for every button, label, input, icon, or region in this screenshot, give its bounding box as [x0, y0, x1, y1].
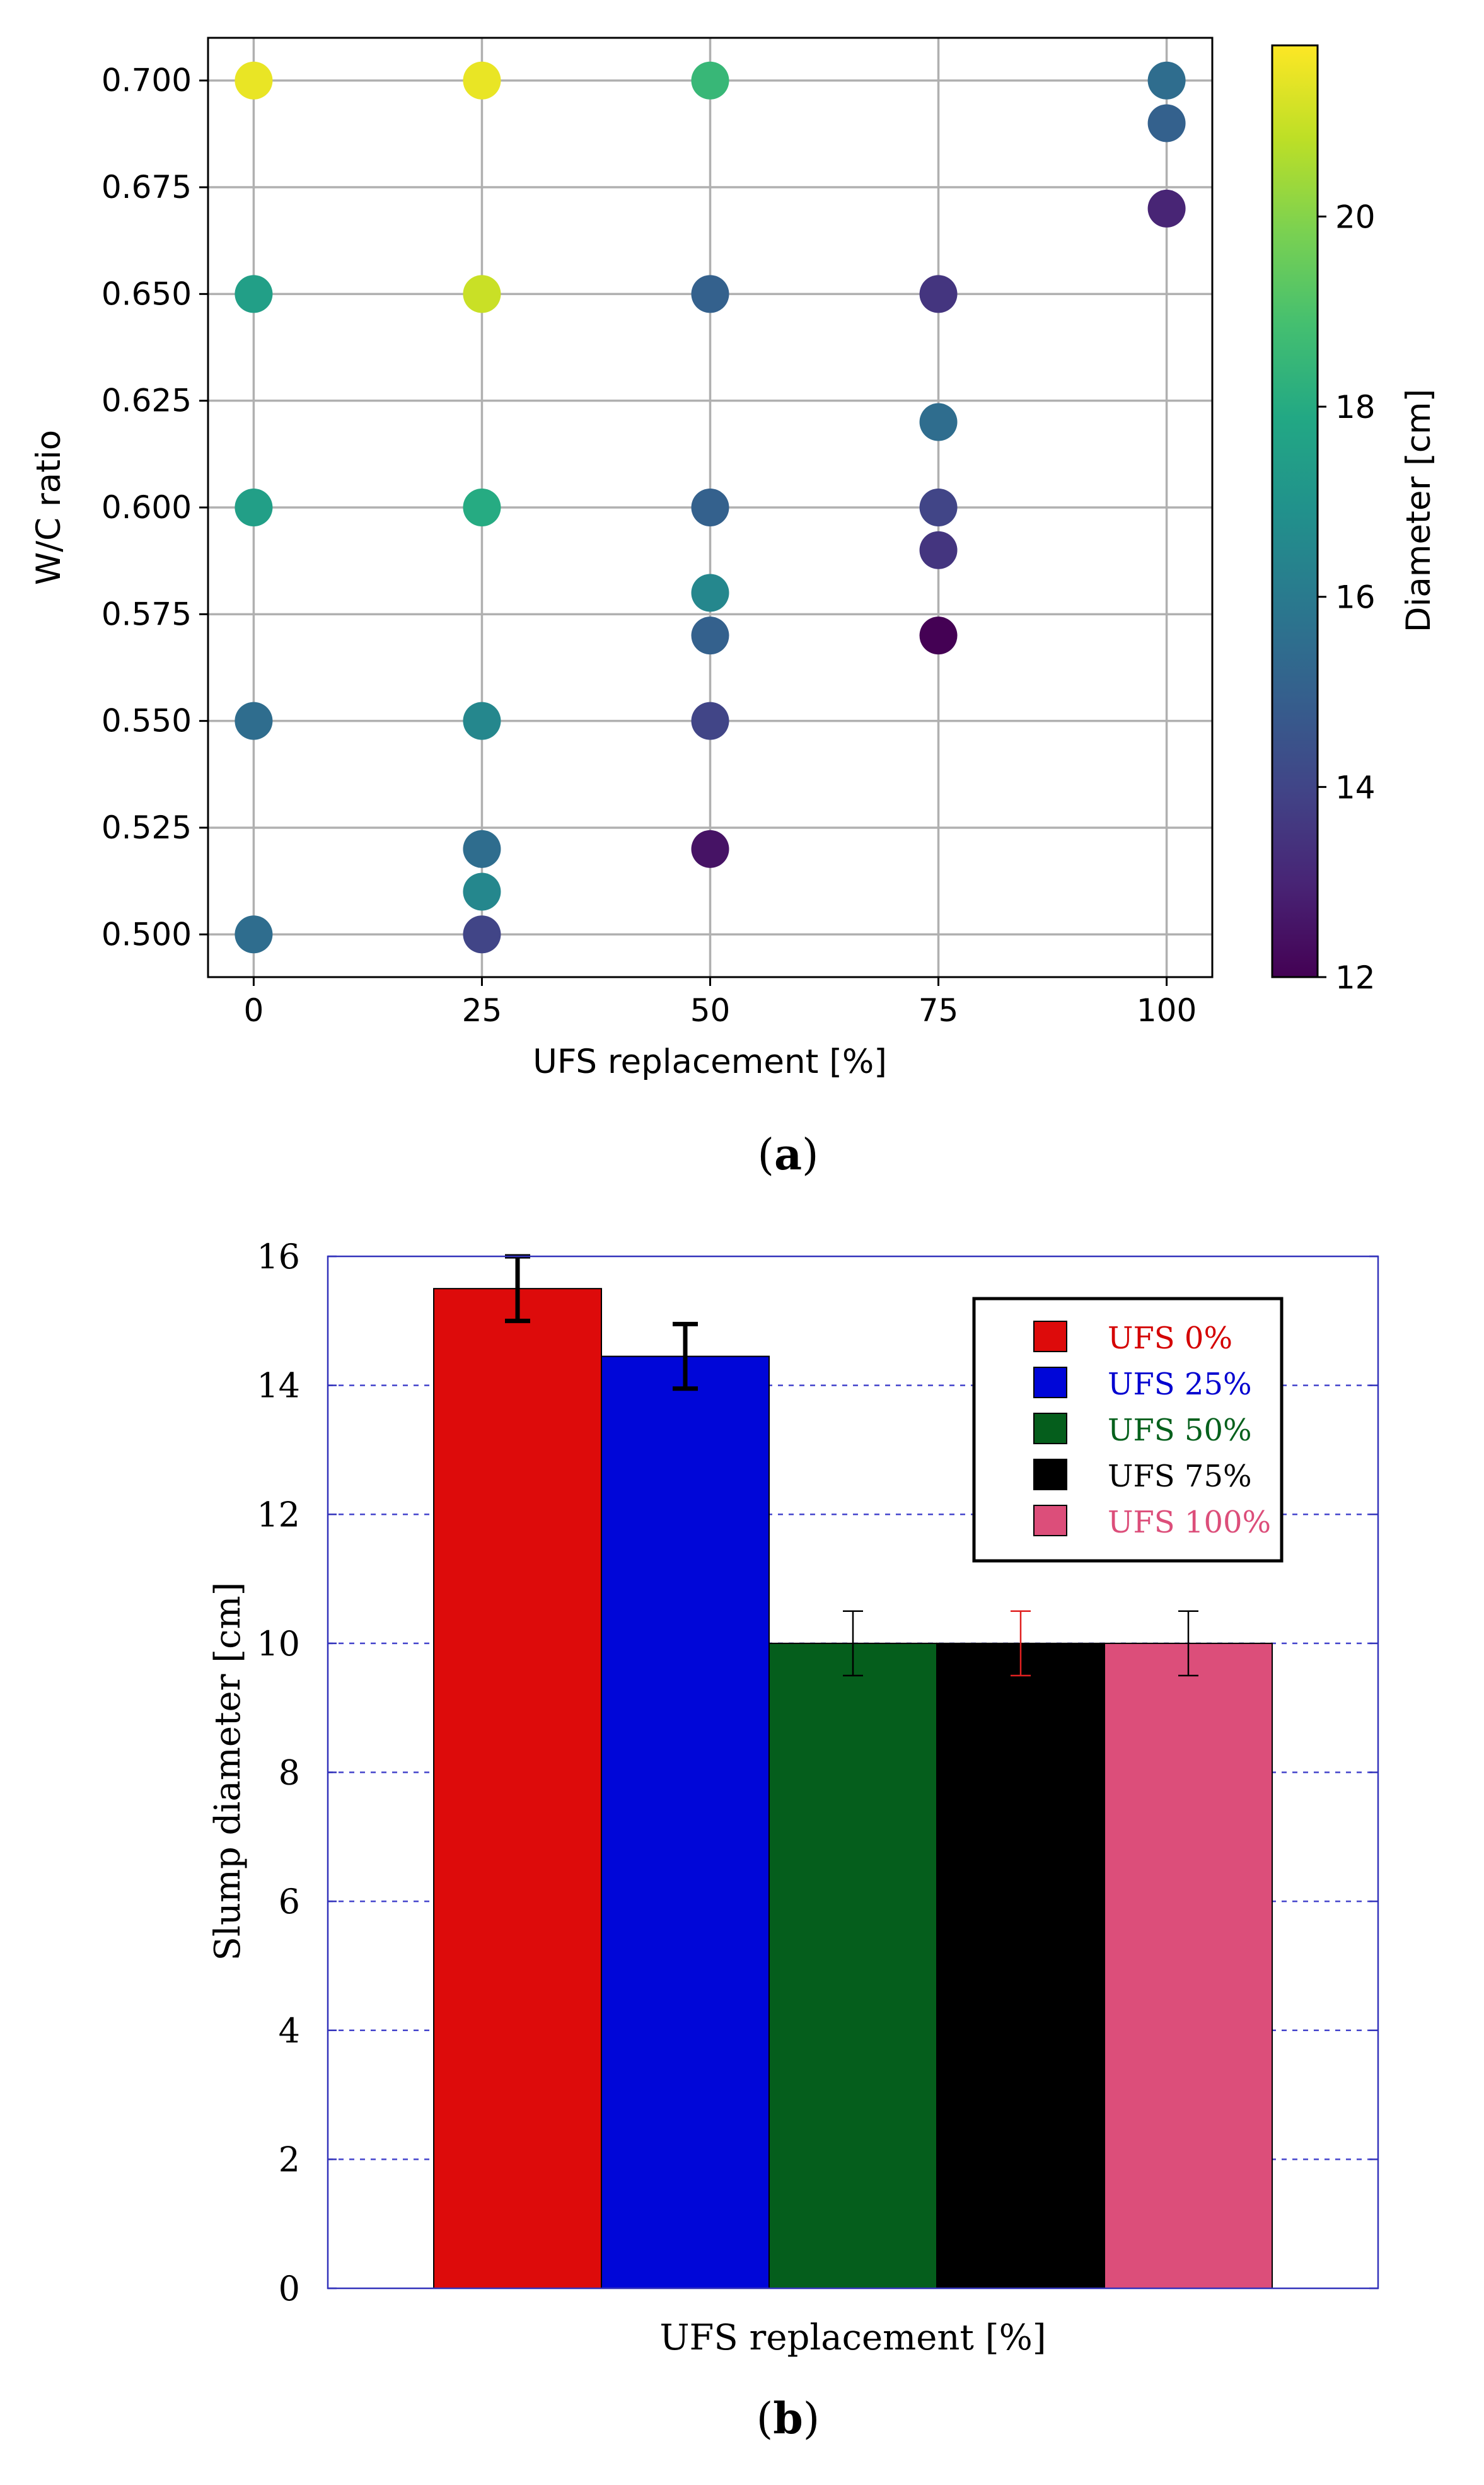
scatter-point	[691, 702, 729, 740]
scatter-y-tick-label: 0.600	[101, 489, 192, 526]
scatter-y-tick-label: 0.675	[101, 169, 192, 206]
legend-label: UFS 75%	[1108, 1459, 1252, 1494]
scatter-point	[691, 489, 729, 526]
bar-y-tick-label: 4	[279, 2011, 300, 2051]
scatter-point	[463, 872, 501, 911]
legend-label: UFS 0%	[1108, 1321, 1232, 1356]
bar-panel: 0 2 4 6 8 10 12 14 16 UFS replacement [%] Slump …	[207, 1237, 1379, 2444]
scatter-point	[463, 702, 501, 740]
scatter-x-tick-label: 25	[462, 992, 502, 1029]
scatter-point	[235, 489, 273, 526]
scatter-point	[235, 61, 273, 100]
legend-label: UFS 100%	[1108, 1505, 1271, 1540]
colorbar-tick-label: 16	[1335, 579, 1376, 616]
bar	[433, 1288, 602, 2289]
bar	[936, 1642, 1105, 2289]
scatter-point	[691, 830, 729, 868]
colorbar	[1271, 44, 1319, 978]
bar-y-tick-label: 10	[257, 1624, 300, 1664]
scatter-point	[919, 489, 958, 526]
scatter-y-label: W/C ratio	[30, 430, 68, 585]
legend-swatch	[1033, 1321, 1067, 1352]
panel-b-letter: b	[773, 2394, 803, 2444]
scatter-x-tick-label: 50	[690, 992, 731, 1029]
legend-swatch	[1033, 1505, 1067, 1536]
scatter-point	[691, 61, 729, 100]
scatter-x-tick-label: 0	[244, 992, 264, 1029]
colorbar-tick-label: 20	[1335, 199, 1376, 235]
scatter-point	[235, 915, 273, 954]
panel-a-letter: a	[774, 1130, 802, 1180]
legend-label: UFS 25%	[1108, 1367, 1252, 1402]
bar-y-tick-label: 12	[257, 1495, 300, 1534]
legend-swatch	[1033, 1413, 1067, 1444]
scatter-y-tick-label: 0.575	[101, 596, 192, 632]
colorbar-tick-label: 14	[1335, 769, 1376, 806]
scatter-point	[1147, 61, 1186, 100]
scatter-point	[463, 489, 501, 526]
bar-y-ticks: 0 2 4 6 8 10 12 14 16	[257, 1237, 1378, 2308]
scatter-x-label: UFS replacement [%]	[533, 1043, 887, 1081]
bar-y-tick-label: 6	[279, 1882, 300, 1921]
scatter-point	[1147, 189, 1186, 228]
scatter-point	[463, 61, 501, 100]
scatter-point	[919, 403, 958, 441]
bar-y-tick-label: 2	[279, 2140, 300, 2179]
scatter-point	[463, 830, 501, 868]
bar-y-tick-label: 14	[257, 1366, 300, 1406]
panel-b-caption: (b)	[756, 2394, 820, 2444]
legend: UFS 0% UFS 25% UFS 50% UFS 75% UFS 100%	[972, 1297, 1284, 1563]
scatter-y-tick-label: 0.700	[101, 62, 192, 99]
scatter-y-tick-label: 0.500	[101, 916, 192, 953]
bar	[1104, 1642, 1273, 2289]
panel-a-caption: (a)	[757, 1130, 818, 1180]
scatter-panel: 0 25 50 75 100 0.500 0.525 0.550 0.575 0.600 0.62…	[30, 37, 1438, 1180]
scatter-point	[919, 275, 958, 313]
legend-swatch	[1033, 1367, 1067, 1398]
scatter-x-tick-label: 100	[1137, 992, 1197, 1029]
bar-y-tick-label: 16	[257, 1237, 300, 1277]
scatter-point	[463, 915, 501, 954]
scatter-point	[691, 617, 729, 655]
scatter-x-tick-label: 75	[919, 992, 959, 1029]
scatter-point	[463, 275, 501, 313]
scatter-point	[235, 702, 273, 740]
bar-y-tick-label: 8	[279, 1753, 300, 1793]
colorbar-tick-label: 12	[1335, 959, 1376, 996]
bar-y-label: Slump diameter [cm]	[207, 1582, 248, 1961]
scatter-point	[691, 275, 729, 313]
scatter-point	[235, 275, 273, 313]
bars	[433, 1288, 1273, 2290]
colorbar-label: Diameter [cm]	[1400, 389, 1438, 632]
colorbar-ticks: 12 14 16 18 20	[1318, 199, 1376, 996]
legend-label: UFS 50%	[1108, 1413, 1252, 1448]
scatter-y-tick-label: 0.650	[101, 275, 192, 312]
scatter-y-ticks: 0.500 0.525 0.550 0.575 0.600 0.625 0.650 0.675…	[101, 62, 208, 953]
legend-swatch	[1033, 1459, 1067, 1490]
scatter-point	[919, 617, 958, 655]
scatter-y-tick-label: 0.525	[101, 809, 192, 846]
bar-x-label: UFS replacement [%]	[659, 2317, 1046, 2358]
legend-box	[972, 1297, 1284, 1563]
bar	[601, 1355, 770, 2290]
bar	[768, 1642, 937, 2289]
scatter-points	[235, 61, 1186, 954]
scatter-x-ticks: 0 25 50 75 100	[244, 977, 1197, 1029]
scatter-y-tick-label: 0.625	[101, 383, 192, 419]
scatter-point	[691, 574, 729, 612]
bar-y-tick-label: 0	[279, 2269, 300, 2308]
scatter-y-tick-label: 0.550	[101, 703, 192, 739]
scatter-point	[1147, 104, 1186, 142]
scatter-point	[919, 531, 958, 569]
colorbar-tick-label: 18	[1335, 389, 1376, 426]
